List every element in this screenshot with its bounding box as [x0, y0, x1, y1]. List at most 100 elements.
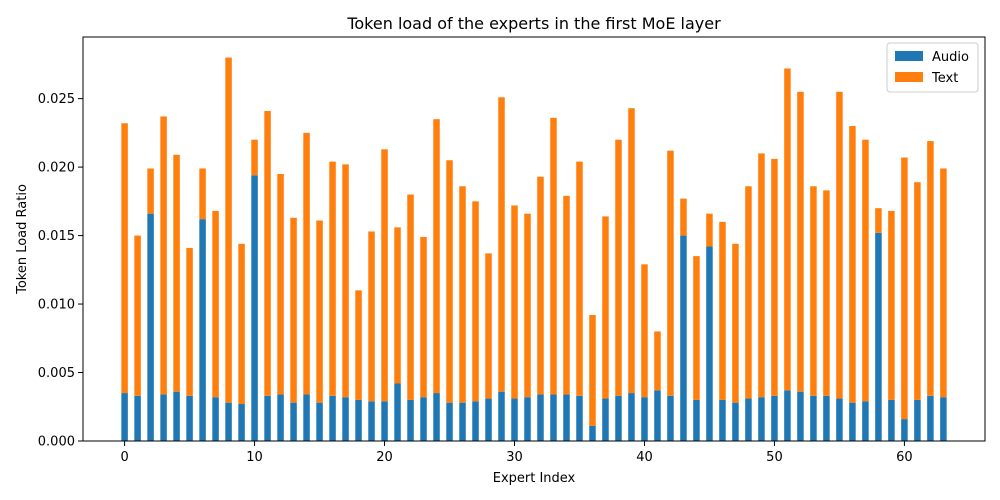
bar-audio-20: [381, 401, 388, 441]
bar-text-44: [693, 256, 700, 400]
bar-text-34: [563, 195, 570, 395]
bar-text-3: [160, 116, 167, 395]
bar-text-59: [888, 210, 895, 400]
bar-audio-25: [446, 402, 453, 441]
bar-audio-0: [121, 393, 128, 441]
y-axis-label: Token Load Ratio: [15, 184, 30, 295]
bar-text-12: [277, 173, 284, 395]
x-tick-label: 30: [506, 450, 523, 465]
bar-audio-1: [134, 395, 141, 441]
y-tick-label: 0.015: [38, 229, 75, 244]
bar-text-36: [589, 315, 596, 426]
x-axis-label: Expert Index: [493, 471, 576, 486]
bar-audio-6: [199, 219, 206, 441]
bar-text-58: [875, 208, 882, 233]
bar-audio-26: [459, 402, 466, 441]
bar-audio-14: [303, 394, 310, 441]
bar-audio-7: [212, 397, 219, 441]
bar-audio-57: [862, 401, 869, 441]
bar-audio-33: [550, 394, 557, 441]
legend-swatch-audio: [895, 51, 923, 61]
bar-audio-37: [602, 398, 609, 441]
bar-text-15: [316, 220, 323, 403]
bar-audio-15: [316, 402, 323, 441]
bar-audio-16: [329, 395, 336, 441]
bar-text-5: [186, 247, 193, 396]
y-tick-label: 0.000: [38, 435, 75, 450]
bar-audio-11: [264, 395, 271, 441]
bar-text-56: [849, 126, 856, 403]
bar-audio-32: [537, 394, 544, 441]
bar-text-7: [212, 210, 219, 398]
bar-text-57: [862, 139, 869, 402]
bar-audio-56: [849, 402, 856, 441]
bar-text-19: [368, 231, 375, 402]
bar-text-32: [537, 176, 544, 395]
axes-frame: [82, 36, 986, 442]
bar-text-23: [420, 236, 427, 398]
bar-text-9: [238, 243, 245, 405]
bar-audio-12: [277, 394, 284, 441]
bar-text-30: [511, 205, 518, 399]
bar-audio-31: [524, 397, 531, 441]
bar-audio-13: [290, 402, 297, 441]
bar-audio-63: [940, 397, 947, 441]
bar-audio-22: [407, 399, 414, 441]
y-tick-label: 0.005: [38, 366, 75, 381]
bar-text-29: [498, 97, 505, 392]
x-tick-label: 50: [766, 450, 783, 465]
bar-audio-49: [758, 397, 765, 441]
bar-audio-18: [355, 399, 362, 441]
x-axis: 0 10 20 30 40 50 60: [120, 441, 913, 465]
bar-audio-17: [342, 397, 349, 441]
bar-audio-52: [797, 391, 804, 441]
bar-text-37: [602, 216, 609, 399]
bar-audio-9: [238, 404, 245, 441]
bar-audio-10: [251, 175, 258, 441]
bar-text-55: [836, 91, 843, 399]
bar-audio-28: [485, 398, 492, 441]
bar-text-18: [355, 290, 362, 400]
bar-text-40: [641, 264, 648, 398]
bar-text-43: [680, 198, 687, 236]
bar-audio-8: [225, 402, 232, 441]
x-tick-label: 0: [120, 450, 128, 465]
bar-text-51: [784, 68, 791, 391]
bar-text-26: [459, 186, 466, 403]
bar-audio-24: [433, 393, 440, 441]
bar-audio-21: [394, 383, 401, 441]
x-tick-label: 20: [376, 450, 393, 465]
bar-text-33: [550, 117, 557, 395]
bar-audio-41: [654, 390, 661, 441]
bar-text-20: [381, 149, 388, 402]
bar-text-11: [264, 110, 271, 396]
bar-text-22: [407, 194, 414, 400]
bar-audio-34: [563, 394, 570, 441]
bar-text-39: [628, 108, 635, 394]
bar-audio-35: [576, 395, 583, 441]
bar-audio-47: [732, 402, 739, 441]
bar-text-45: [706, 213, 713, 247]
bar-audio-23: [420, 397, 427, 441]
bar-text-50: [771, 158, 778, 396]
bar-text-6: [199, 168, 206, 220]
bar-text-35: [576, 161, 583, 396]
bar-text-54: [823, 190, 830, 396]
bar-audio-4: [173, 391, 180, 441]
bar-audio-42: [667, 395, 674, 441]
bar-audio-36: [589, 425, 596, 441]
bar-audio-58: [875, 232, 882, 441]
bar-audio-51: [784, 390, 791, 441]
bar-text-31: [524, 213, 531, 398]
bar-text-46: [719, 221, 726, 400]
legend: Audio Text: [886, 42, 979, 93]
bar-text-41: [654, 331, 661, 391]
bar-audio-5: [186, 395, 193, 441]
bar-text-14: [303, 132, 310, 395]
bar-audio-2: [147, 213, 154, 441]
bar-text-10: [251, 139, 258, 176]
bar-text-48: [745, 186, 752, 399]
bar-text-17: [342, 164, 349, 398]
x-tick-label: 60: [896, 450, 913, 465]
plot-area: [121, 57, 947, 441]
